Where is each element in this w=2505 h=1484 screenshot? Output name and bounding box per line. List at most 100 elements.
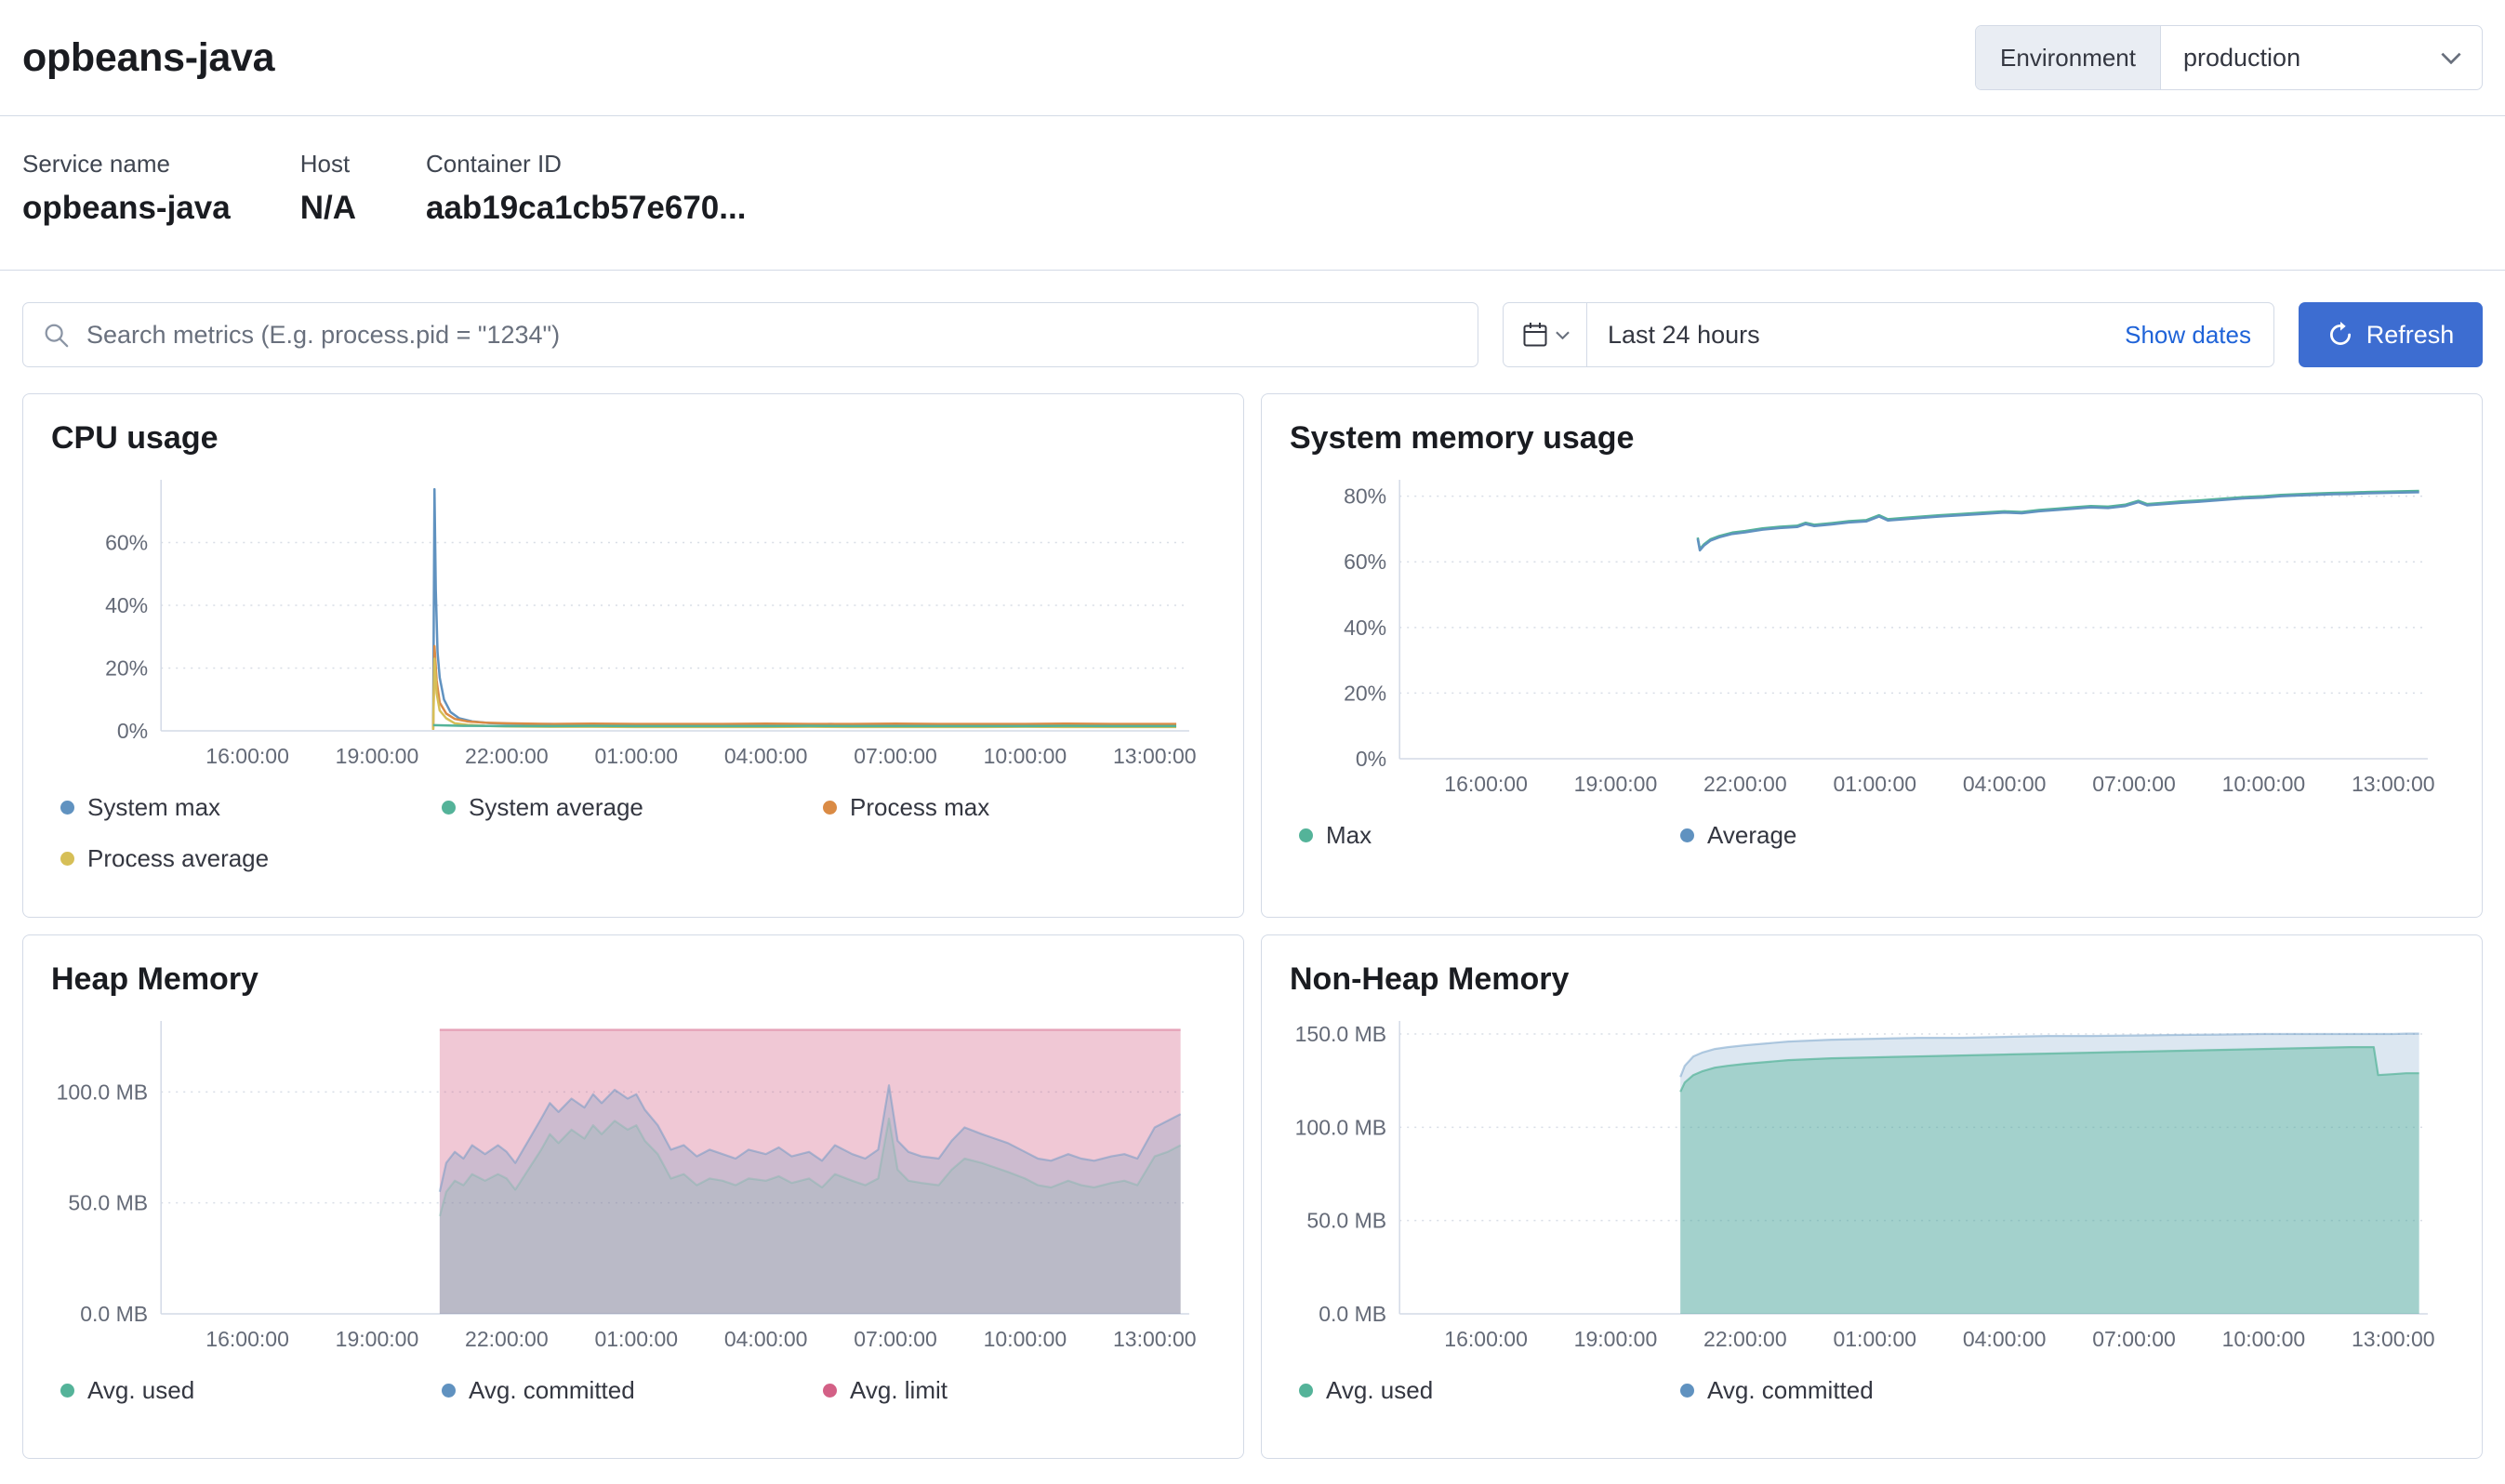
search-metrics-input[interactable] (85, 319, 1459, 351)
svg-text:13:00:00: 13:00:00 (2352, 1327, 2435, 1351)
container-id-label: Container ID (425, 150, 562, 178)
heap-memory-legend: Avg. used Avg. committed Avg. limit (51, 1376, 1215, 1405)
svg-text:22:00:00: 22:00:00 (465, 744, 549, 768)
charts-grid: CPU usage 0% 20% 40% 60% 16:00:00 19:00:00 22:… (22, 393, 2483, 1459)
svg-text:01:00:00: 01:00:00 (1833, 1327, 1916, 1351)
legend-dot-icon (823, 1384, 837, 1398)
legend-item[interactable]: Avg. used (60, 1376, 442, 1405)
svg-text:22:00:00: 22:00:00 (1703, 772, 1787, 796)
heap-memory-chart[interactable]: 0.0 MB 50.0 MB 100.0 MB 16:00:00 19:00:00 22:… (51, 1007, 1215, 1356)
legend-item[interactable]: System max (60, 793, 442, 822)
refresh-button[interactable]: Refresh (2299, 302, 2483, 367)
svg-text:40%: 40% (105, 593, 148, 617)
legend-label: System average (469, 793, 643, 821)
svg-text:13:00:00: 13:00:00 (1113, 1327, 1197, 1351)
svg-text:10:00:00: 10:00:00 (2222, 772, 2306, 796)
svg-text:04:00:00: 04:00:00 (724, 1327, 808, 1351)
legend-label: Process max (850, 793, 990, 821)
svg-text:07:00:00: 07:00:00 (2092, 772, 2176, 796)
environment-label: Environment (1976, 26, 2161, 89)
svg-text:01:00:00: 01:00:00 (1833, 772, 1916, 796)
svg-text:01:00:00: 01:00:00 (594, 744, 678, 768)
legend-item[interactable]: Max (1299, 821, 1680, 850)
time-range-display[interactable]: Last 24 hours (1587, 321, 2125, 350)
legend-dot-icon (1680, 1384, 1694, 1398)
legend-item[interactable]: Avg. limit (823, 1376, 1204, 1405)
svg-text:04:00:00: 04:00:00 (1963, 1327, 2047, 1351)
cpu-usage-legend: System max System average Process max Proce… (51, 793, 1215, 873)
environment-filter: Environment production (1975, 25, 2483, 90)
calendar-button[interactable] (1504, 303, 1587, 366)
svg-text:01:00:00: 01:00:00 (594, 1327, 678, 1351)
legend-item[interactable]: System average (442, 793, 823, 822)
legend-label: Process average (87, 844, 270, 872)
svg-text:04:00:00: 04:00:00 (724, 744, 808, 768)
svg-text:10:00:00: 10:00:00 (984, 1327, 1067, 1351)
legend-dot-icon (442, 801, 456, 815)
svg-text:07:00:00: 07:00:00 (854, 744, 937, 768)
legend-dot-icon (1680, 828, 1694, 842)
legend-label: Avg. limit (850, 1376, 948, 1404)
svg-text:150.0 MB: 150.0 MB (1295, 1022, 1387, 1046)
system-memory-chart[interactable]: 0% 20% 40% 60% 80% 16:00:00 19:00:00 22:00:00 01… (1290, 466, 2454, 801)
service-name-field: Service name opbeans-java (22, 150, 231, 227)
svg-text:19:00:00: 19:00:00 (336, 744, 419, 768)
legend-item[interactable]: Process average (60, 844, 442, 873)
legend-label: Avg. committed (469, 1376, 635, 1404)
svg-text:80%: 80% (1344, 484, 1386, 509)
legend-dot-icon (60, 801, 74, 815)
svg-text:16:00:00: 16:00:00 (1444, 772, 1528, 796)
service-name-value: opbeans-java (22, 190, 231, 226)
svg-text:100.0 MB: 100.0 MB (57, 1080, 149, 1104)
container-id-value: aab19ca1cb57e670... (425, 190, 747, 226)
legend-label: Average (1707, 821, 1797, 849)
svg-text:07:00:00: 07:00:00 (2092, 1327, 2176, 1351)
cpu-usage-panel: CPU usage 0% 20% 40% 60% 16:00:00 19:00:00 22:… (22, 393, 1244, 918)
legend-dot-icon (60, 852, 74, 866)
host-label: Host (299, 150, 351, 178)
legend-item[interactable]: Process max (823, 793, 1204, 822)
legend-dot-icon (1299, 1384, 1313, 1398)
refresh-label: Refresh (2366, 320, 2455, 349)
metrics-toolbar: Last 24 hours Show dates Refresh (22, 302, 2483, 367)
system-memory-legend: Max Average (1290, 821, 2454, 850)
svg-text:20%: 20% (1344, 681, 1386, 705)
svg-text:0%: 0% (117, 719, 148, 743)
chevron-down-icon (1555, 330, 1570, 339)
calendar-icon (1523, 323, 1546, 347)
refresh-icon (2329, 322, 2351, 346)
time-range-text: Last 24 hours (1608, 320, 1760, 349)
service-info-bar: Service name opbeans-java Host N/A Conta… (0, 116, 2505, 271)
legend-item[interactable]: Avg. committed (1680, 1376, 2061, 1405)
heap-memory-panel: Heap Memory 0.0 MB 50.0 MB 100.0 MB 16:00:0… (22, 934, 1244, 1459)
non-heap-memory-chart[interactable]: 0.0 MB 50.0 MB 100.0 MB 150.0 MB 16:00:00 19:… (1290, 1007, 2454, 1356)
svg-text:22:00:00: 22:00:00 (465, 1327, 549, 1351)
show-dates-link[interactable]: Show dates (2125, 320, 2251, 349)
environment-select[interactable]: production (2161, 26, 2482, 89)
svg-text:40%: 40% (1344, 616, 1386, 640)
svg-text:0.0 MB: 0.0 MB (80, 1302, 148, 1326)
svg-text:50.0 MB: 50.0 MB (1306, 1209, 1386, 1233)
svg-text:13:00:00: 13:00:00 (1113, 744, 1197, 768)
chart-title-non-heap-memory: Non-Heap Memory (1290, 961, 1570, 997)
legend-dot-icon (1299, 828, 1313, 842)
svg-text:07:00:00: 07:00:00 (854, 1327, 937, 1351)
svg-text:60%: 60% (1344, 550, 1386, 574)
svg-text:16:00:00: 16:00:00 (205, 744, 289, 768)
cpu-usage-chart[interactable]: 0% 20% 40% 60% 16:00:00 19:00:00 22:00:00 01:00… (51, 466, 1215, 773)
legend-dot-icon (60, 1384, 74, 1398)
system-memory-panel: System memory usage 0% 20% 40% 60% 80% 16:00:… (1261, 393, 2483, 918)
legend-label: Avg. used (87, 1376, 195, 1404)
svg-text:13:00:00: 13:00:00 (2352, 772, 2435, 796)
legend-item[interactable]: Average (1680, 821, 2061, 850)
legend-label: Max (1326, 821, 1372, 849)
svg-text:10:00:00: 10:00:00 (2222, 1327, 2306, 1351)
legend-item[interactable]: Avg. used (1299, 1376, 1680, 1405)
non-heap-memory-legend: Avg. used Avg. committed (1290, 1376, 2454, 1405)
svg-text:16:00:00: 16:00:00 (205, 1327, 289, 1351)
non-heap-memory-panel: Non-Heap Memory 0.0 MB 50.0 MB 100.0 MB 150… (1261, 934, 2483, 1459)
legend-item[interactable]: Avg. committed (442, 1376, 823, 1405)
svg-text:0.0 MB: 0.0 MB (1319, 1302, 1386, 1326)
svg-text:22:00:00: 22:00:00 (1703, 1327, 1787, 1351)
